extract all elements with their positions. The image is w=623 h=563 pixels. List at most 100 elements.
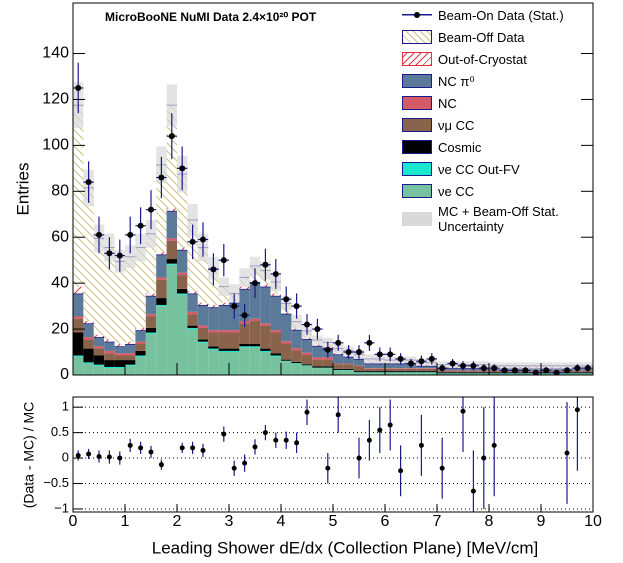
- histogram-segment: [156, 277, 167, 280]
- histogram-segment: [343, 363, 354, 365]
- uncertainty-band: [125, 245, 136, 269]
- histogram-segment: [509, 373, 521, 375]
- ratio-point: [221, 431, 227, 437]
- histogram-segment: [395, 363, 406, 369]
- histogram-segment: [83, 348, 94, 363]
- histogram-segment: [114, 346, 125, 354]
- histogram-segment: [239, 347, 250, 375]
- histogram-segment: [177, 294, 188, 375]
- histogram-segment: [83, 362, 94, 364]
- histogram-segment: [197, 327, 209, 340]
- data-point: [127, 231, 134, 238]
- ratio-point: [470, 488, 476, 494]
- ratio-point: [418, 442, 424, 448]
- histogram-segment: [156, 304, 167, 307]
- histogram-segment: [187, 311, 198, 315]
- histogram-segment: [426, 368, 437, 372]
- uncertainty-band: [218, 277, 229, 296]
- histogram-segment: [73, 105, 84, 287]
- histogram-segment: [301, 337, 313, 339]
- histogram-segment: [187, 327, 198, 330]
- histogram-segment: [281, 312, 292, 314]
- y-tick-label: −0.5: [43, 475, 69, 490]
- data-point: [220, 257, 227, 264]
- histogram-segment: [187, 329, 198, 375]
- histogram-segment: [353, 358, 365, 366]
- data-point: [96, 231, 102, 238]
- data-point: [241, 312, 248, 319]
- histogram-segment: [239, 346, 250, 348]
- histogram-segment: [229, 348, 240, 351]
- histogram-segment: [114, 353, 125, 356]
- histogram-segment: [197, 339, 209, 342]
- x-tick-label: 3: [225, 513, 234, 530]
- histogram-segment: [364, 368, 375, 369]
- histogram-segment: [374, 372, 385, 375]
- histogram-segment: [104, 247, 115, 340]
- histogram-segment: [93, 348, 105, 356]
- histogram-segment: [478, 373, 489, 375]
- uncertainty-band: [312, 335, 323, 345]
- legend-swatch: [402, 96, 432, 110]
- data-point: [304, 321, 310, 328]
- histogram-segment: [93, 238, 105, 335]
- data-point: [272, 270, 279, 277]
- ratio-point: [179, 445, 185, 451]
- ratio-point: [491, 442, 497, 448]
- ratio-point: [283, 437, 289, 443]
- histogram-segment: [229, 350, 240, 353]
- histogram-segment: [270, 355, 281, 357]
- ratio-point: [231, 465, 237, 471]
- histogram-segment: [208, 304, 219, 308]
- histogram-segment: [73, 332, 84, 356]
- histogram-segment: [166, 264, 177, 375]
- data-point: [75, 84, 82, 91]
- ratio-point: [242, 460, 248, 466]
- data-point: [345, 349, 352, 356]
- histogram-segment: [447, 370, 458, 372]
- ratio-point: [325, 465, 331, 471]
- uncertainty-band: [145, 220, 157, 248]
- data-point: [314, 326, 321, 333]
- histogram-segment: [312, 357, 323, 360]
- ratio-point: [138, 445, 144, 451]
- histogram-segment: [145, 233, 157, 294]
- legend-swatch: [402, 30, 432, 44]
- histogram-segment: [177, 272, 188, 276]
- uncertainty-band: [135, 233, 146, 262]
- histogram-segment: [239, 323, 250, 344]
- histogram-segment: [447, 368, 458, 371]
- histogram-segment: [426, 365, 437, 369]
- ratio-frame: [72, 396, 594, 513]
- data-point: [85, 179, 92, 186]
- ratio-point: [106, 454, 112, 460]
- histogram-segment: [135, 341, 146, 344]
- data-point: [210, 266, 217, 273]
- histogram-segment: [468, 373, 479, 375]
- ratio-point: [200, 447, 206, 453]
- x-tick-label: 4: [277, 513, 286, 530]
- histogram-segment: [73, 355, 84, 357]
- histogram-segment: [125, 353, 136, 356]
- histogram-segment: [156, 306, 167, 375]
- histogram-segment: [301, 352, 313, 356]
- histogram-segment: [104, 350, 115, 354]
- histogram-segment: [114, 261, 125, 344]
- histogram-segment: [312, 368, 323, 375]
- histogram-segment: [405, 372, 417, 375]
- histogram-segment: [208, 330, 219, 333]
- histogram-segment: [187, 325, 198, 328]
- chart-title: MicroBooNE NuMI Data 2.4×10²⁰ POT: [105, 10, 317, 24]
- legend-swatch: [402, 162, 432, 176]
- histogram-segment: [114, 344, 125, 347]
- histogram-segment: [353, 372, 365, 375]
- legend-item: NC: [402, 92, 620, 114]
- histogram-segment: [229, 352, 240, 375]
- ratio-point: [377, 427, 383, 433]
- histogram-segment: [541, 373, 552, 375]
- histogram-segment: [73, 293, 84, 317]
- ratio-point: [75, 453, 81, 459]
- histogram-segment: [125, 365, 136, 375]
- ratio-point: [158, 462, 164, 468]
- ratio-point: [148, 449, 154, 455]
